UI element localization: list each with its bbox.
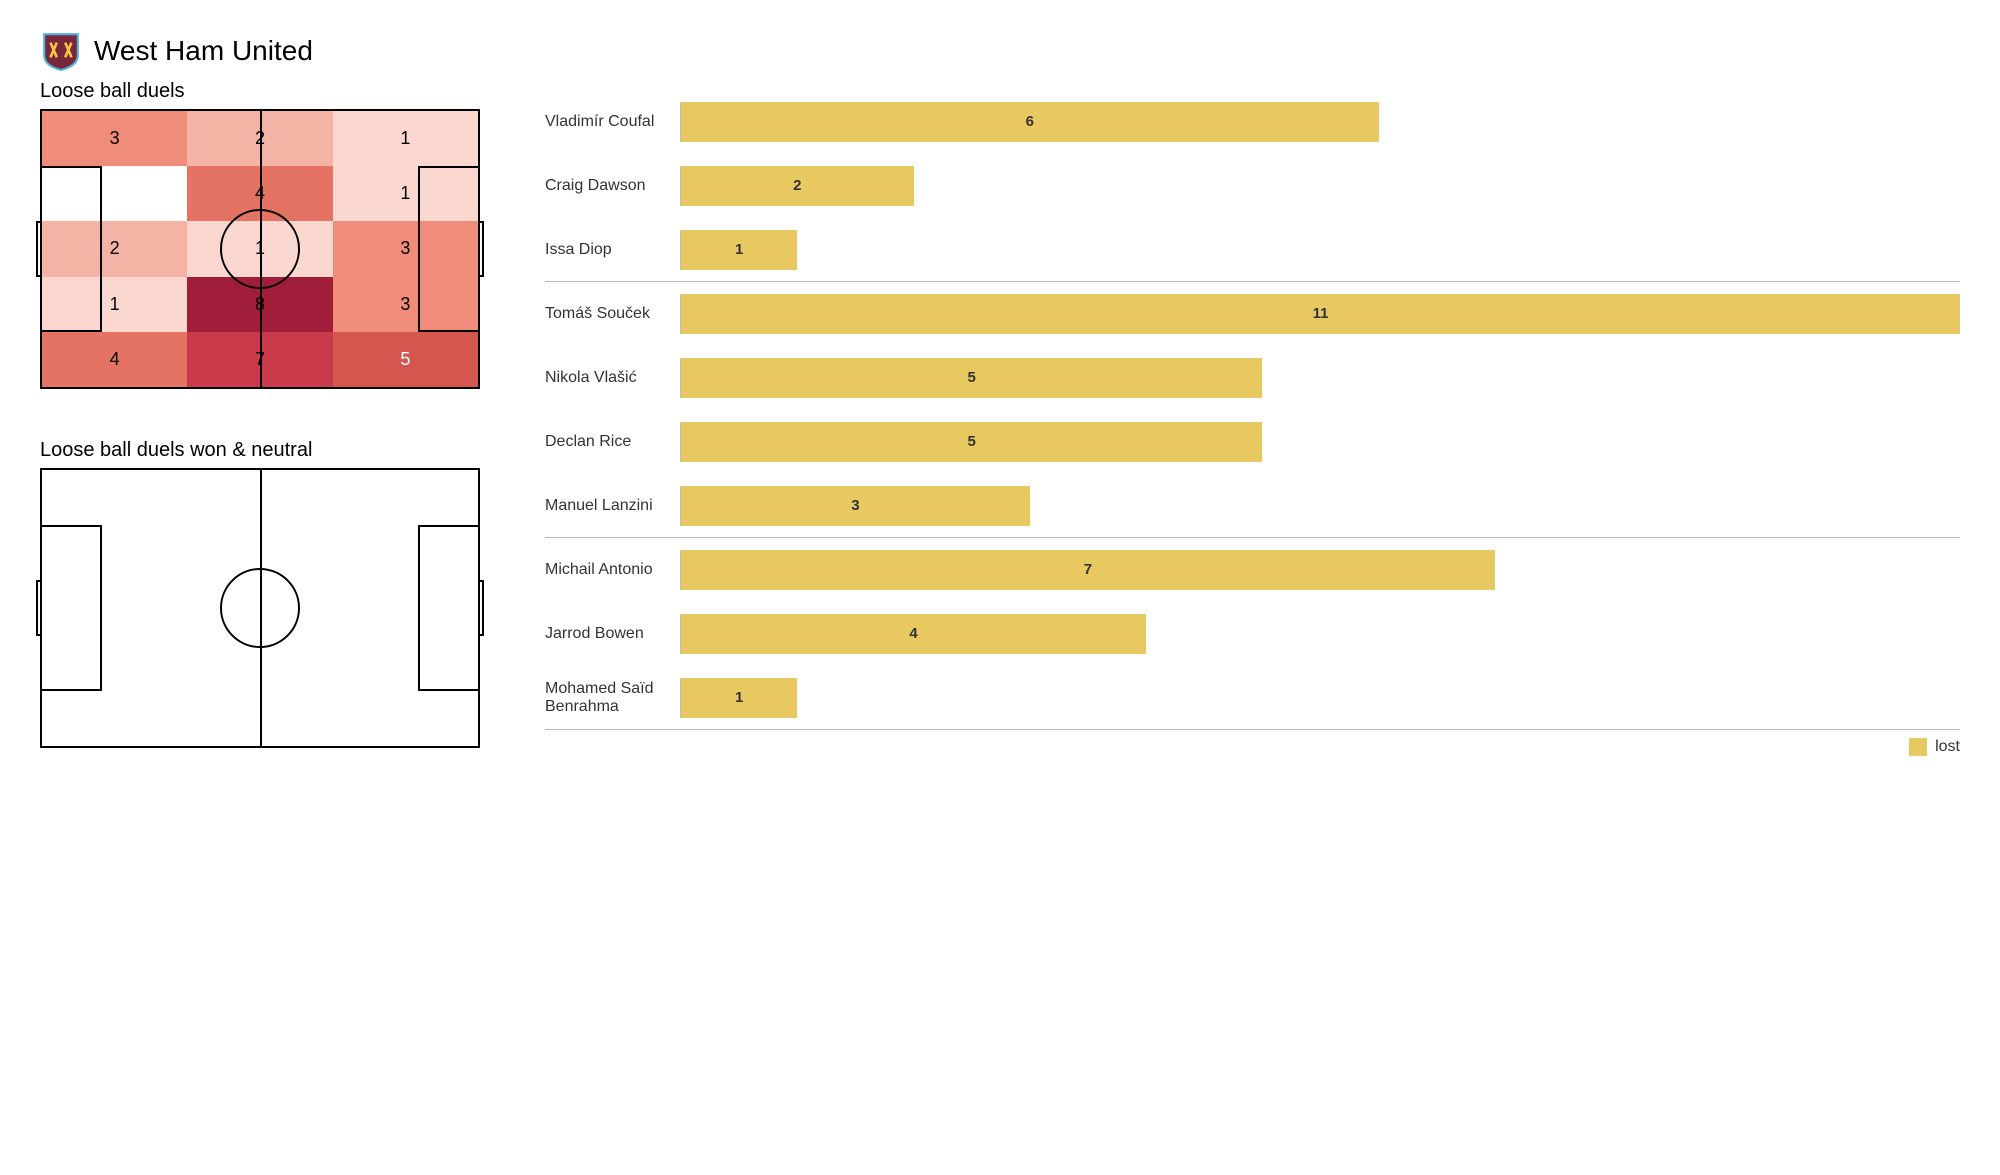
bar-row: Issa Diop1 [545, 218, 1960, 282]
bar-track: 1 [680, 678, 1960, 718]
center-line [260, 470, 262, 746]
bar-track: 1 [680, 230, 1960, 270]
heatmap-pitch: 32141213183475 [40, 109, 480, 389]
bar-track: 2 [680, 166, 1960, 206]
bar-track: 7 [680, 550, 1960, 590]
player-name: Issa Diop [545, 241, 680, 259]
bar-track: 5 [680, 422, 1960, 462]
player-name: Vladimír Coufal [545, 113, 680, 131]
bar-row: Craig Dawson2 [545, 154, 1960, 218]
bar-row: Jarrod Bowen4 [545, 602, 1960, 666]
heatmap-grid: 32141213183475 [42, 111, 478, 387]
bar-fill: 2 [681, 166, 914, 206]
bar-row: Mohamed Saïd Benrahma1 [545, 666, 1960, 730]
bar-row: Vladimír Coufal6 [545, 90, 1960, 154]
empty-pitch [40, 468, 480, 748]
goal-left [36, 580, 42, 635]
penalty-box-right [418, 525, 478, 691]
header: West Ham United [40, 30, 1960, 72]
heatmap-cell: 1 [42, 277, 187, 332]
heatmap-cell: 2 [187, 111, 332, 166]
team-logo [40, 30, 82, 72]
heatmap-cell: 3 [333, 277, 478, 332]
player-name: Jarrod Bowen [545, 625, 680, 643]
team-name: West Ham United [94, 35, 313, 67]
bar-fill: 5 [681, 422, 1262, 462]
player-name: Nikola Vlašić [545, 369, 680, 387]
empty-pitch-title: Loose ball duels won & neutral [40, 439, 485, 462]
bar-row: Tomáš Souček11 [545, 282, 1960, 346]
bar-track: 3 [680, 486, 1960, 526]
bar-track: 5 [680, 358, 1960, 398]
bar-row: Nikola Vlašić5 [545, 346, 1960, 410]
player-name: Manuel Lanzini [545, 497, 680, 515]
bar-fill: 5 [681, 358, 1262, 398]
left-column: Loose ball duels 32141213183475 Loose ba… [40, 80, 485, 798]
heatmap-title: Loose ball duels [40, 80, 485, 103]
legend-swatch [1909, 738, 1927, 756]
heatmap-cell: 8 [187, 277, 332, 332]
heatmap-cell: 7 [187, 332, 332, 387]
heatmap-cell: 4 [187, 166, 332, 221]
bar-chart-section: Vladimír Coufal6Craig Dawson2Issa Diop1T… [545, 80, 1960, 798]
bar-fill: 4 [681, 614, 1146, 654]
heatmap-section: Loose ball duels 32141213183475 [40, 80, 485, 389]
heatmap-cell: 4 [42, 332, 187, 387]
pitch-markings [42, 470, 478, 746]
player-name: Mohamed Saïd Benrahma [545, 680, 680, 716]
penalty-box-left [42, 525, 102, 691]
player-name: Michail Antonio [545, 561, 680, 579]
heatmap-cell: 3 [333, 221, 478, 276]
bar-track: 11 [680, 294, 1960, 334]
goal-right [478, 221, 484, 276]
player-name: Tomáš Souček [545, 305, 680, 323]
bar-track: 4 [680, 614, 1960, 654]
bar-chart: Vladimír Coufal6Craig Dawson2Issa Diop1T… [545, 90, 1960, 730]
main-content: Loose ball duels 32141213183475 Loose ba… [40, 80, 1960, 798]
heatmap-cell: 1 [187, 221, 332, 276]
heatmap-cell: 3 [42, 111, 187, 166]
heatmap-cell: 1 [333, 111, 478, 166]
heatmap-cell: 2 [42, 221, 187, 276]
goal-right [478, 580, 484, 635]
bar-fill: 11 [681, 294, 1960, 334]
bar-track: 6 [680, 102, 1960, 142]
bar-fill: 1 [681, 678, 797, 718]
bar-fill: 3 [681, 486, 1030, 526]
player-name: Craig Dawson [545, 177, 680, 195]
heatmap-cell: 1 [333, 166, 478, 221]
legend-label: lost [1935, 738, 1960, 756]
bar-fill: 6 [681, 102, 1379, 142]
bar-row: Michail Antonio7 [545, 538, 1960, 602]
empty-pitch-section: Loose ball duels won & neutral [40, 439, 485, 748]
bar-row: Declan Rice5 [545, 410, 1960, 474]
bar-fill: 1 [681, 230, 797, 270]
heatmap-cell: 5 [333, 332, 478, 387]
heatmap-cell [42, 166, 187, 221]
center-circle [220, 568, 300, 648]
legend: lost [545, 738, 1960, 756]
player-name: Declan Rice [545, 433, 680, 451]
bar-row: Manuel Lanzini3 [545, 474, 1960, 538]
bar-fill: 7 [681, 550, 1495, 590]
